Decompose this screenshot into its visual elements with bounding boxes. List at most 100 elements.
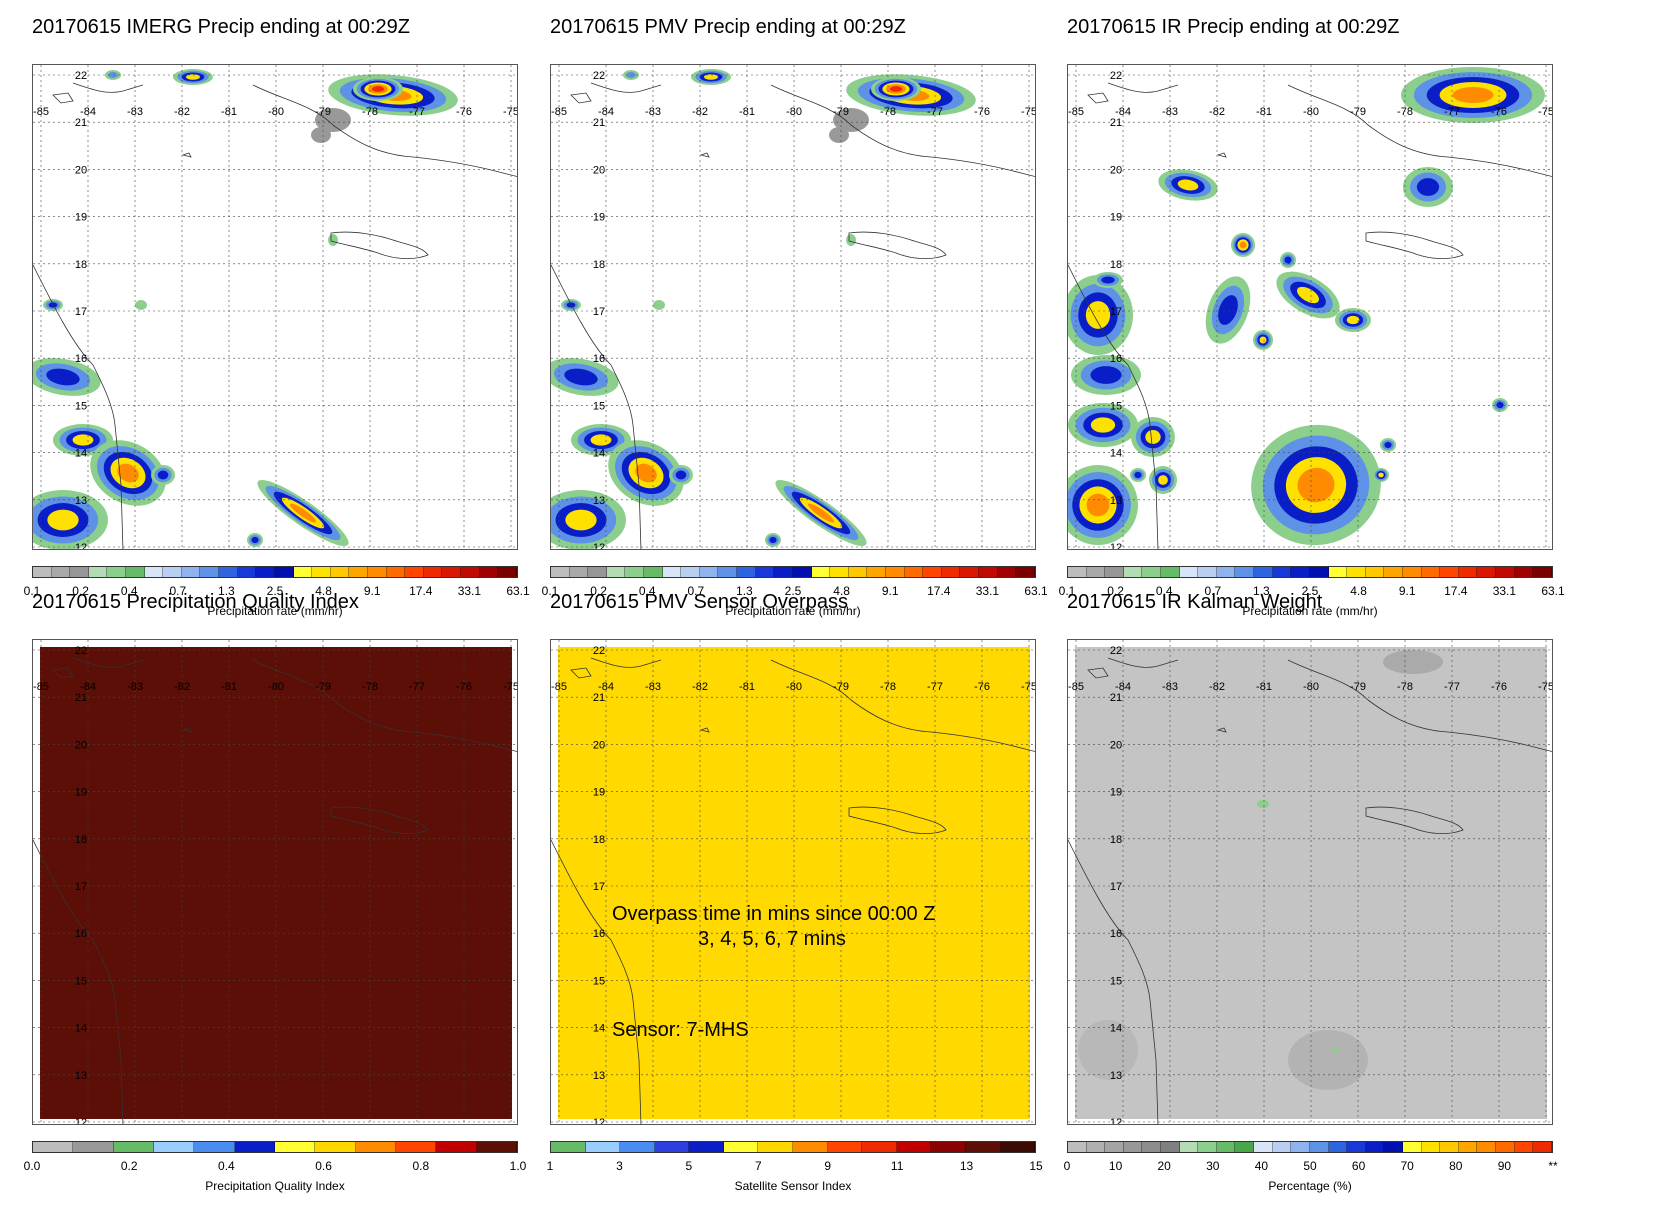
lon-tick-label: -75 [503, 681, 518, 693]
lon-tick-label: -75 [1021, 106, 1036, 118]
colorbar-tick-label: 0.4 [218, 1159, 235, 1173]
lat-tick-label: 19 [75, 787, 87, 799]
colorbar-swatch [1514, 1142, 1534, 1152]
overpass-minutes: 3, 4, 5, 6, 7 mins [698, 928, 846, 950]
field-fill [40, 647, 512, 1119]
precip-contour [566, 302, 576, 308]
lat-tick-label: 19 [75, 212, 87, 224]
colorbar-swatch [256, 567, 275, 577]
colorbar-swatch [830, 567, 849, 577]
lat-tick-label: 17 [75, 306, 87, 318]
lat-tick-label: 16 [75, 928, 87, 940]
colorbar-tick-label: 60 [1351, 1159, 1366, 1173]
lat-tick-label: 14 [75, 1023, 87, 1035]
lat-tick-label: 20 [593, 164, 605, 176]
colorbar-swatch [315, 1142, 356, 1152]
coastline [551, 264, 642, 549]
colorbar-tick-label: 0.1 [23, 584, 41, 598]
lon-tick-label: -77 [927, 681, 943, 693]
colorbar-swatch [1328, 567, 1348, 577]
colorbar-swatch [1496, 1142, 1515, 1152]
colorbar-tick-label: 17.4 [927, 584, 951, 598]
lat-tick-label: 21 [75, 692, 87, 704]
coastline [1287, 84, 1552, 177]
precip-cell [328, 234, 338, 246]
colorbar-tick-label: 0.2 [1107, 584, 1124, 598]
lon-tick-label: -81 [221, 106, 237, 118]
precip-gray [833, 108, 869, 132]
colorbar-tick-label: 90 [1497, 1159, 1512, 1173]
lat-tick-label: 12 [1110, 1117, 1122, 1125]
precip-cell [257, 479, 349, 547]
lat-tick-label: 13 [593, 1070, 605, 1082]
lat-tick-label: 22 [75, 70, 87, 82]
colorbar-swatch [1105, 567, 1124, 577]
coastline [551, 839, 642, 1124]
lat-tick-label: 15 [75, 400, 87, 412]
coastline [590, 82, 662, 93]
lat-tick-label: 17 [1110, 881, 1122, 893]
colorbar-swatch [126, 567, 145, 577]
lat-tick-label: 13 [1110, 1070, 1122, 1082]
coastline [770, 659, 1035, 752]
lat-tick-label: 16 [1110, 353, 1122, 365]
colorbar-swatch [1440, 1142, 1459, 1152]
precip-cell [691, 69, 731, 85]
lon-tick-label: -81 [1256, 106, 1272, 118]
colorbar-swatch [144, 567, 164, 577]
colorbar-swatch [1440, 567, 1459, 577]
weight-patch [1078, 1020, 1138, 1080]
lat-tick-label: 18 [75, 259, 87, 271]
lat-tick-label: 19 [1110, 787, 1122, 799]
colorbar-tick-label: 4.8 [1350, 584, 1367, 598]
lat-tick-label: 22 [75, 645, 87, 657]
precip-cell [353, 77, 403, 101]
colorbar [32, 566, 518, 578]
colorbar-swatch [606, 567, 626, 577]
colorbar-swatch [367, 567, 387, 577]
colorbar-swatch [1402, 567, 1422, 577]
lat-tick-label: 17 [75, 881, 87, 893]
panel-ir: 20170615 IR Precip ending at 00:29Z -85-… [1059, 16, 1567, 618]
precip-cell [871, 77, 921, 101]
precip-contour [48, 302, 58, 308]
lon-tick-label: -82 [692, 106, 708, 118]
lon-tick-label: -82 [174, 106, 190, 118]
colorbar-swatch [1272, 1142, 1292, 1152]
colorbar-swatch [1235, 1142, 1255, 1152]
precip-contour [371, 86, 385, 92]
colorbar-swatch [442, 567, 462, 577]
colorbar-swatch [274, 567, 294, 577]
precip-cell [1149, 466, 1177, 494]
colorbar [32, 1141, 518, 1153]
colorbar-swatch [1347, 567, 1366, 577]
coastline [1068, 839, 1159, 1124]
lon-tick-label: -84 [1115, 106, 1131, 118]
precip-contour [1239, 241, 1247, 249]
panel-title: 20170615 PMV Sensor Overpass [550, 591, 848, 613]
colorbar [1067, 566, 1553, 578]
precip-cell [561, 299, 581, 311]
colorbar-swatch [423, 567, 443, 577]
coastline [570, 667, 592, 679]
precip-contour [653, 300, 665, 310]
colorbar-swatch [551, 567, 570, 577]
colorbar-swatch [862, 1142, 897, 1152]
colorbar-swatch [551, 1142, 586, 1152]
precip-contour [1134, 471, 1142, 479]
coastline [590, 657, 662, 668]
precip-contour [157, 470, 169, 480]
colorbar-swatch [219, 567, 238, 577]
coastline [1087, 667, 1109, 679]
precip-gray [829, 127, 849, 143]
lon-tick-label: -82 [1209, 681, 1225, 693]
lon-tick-label: -82 [1209, 106, 1225, 118]
precip-contour [704, 74, 718, 80]
colorbar-tick-label: 1 [546, 1159, 554, 1173]
lat-tick-label: 18 [1110, 259, 1122, 271]
precip-gray [311, 127, 331, 143]
colorbar-tick-label: 33.1 [457, 584, 482, 598]
coastline [181, 727, 192, 733]
panel-pmv: 20170615 PMV Precip ending at 00:29Z -85… [542, 16, 1050, 618]
lon-tick-label: -75 [1538, 681, 1553, 693]
